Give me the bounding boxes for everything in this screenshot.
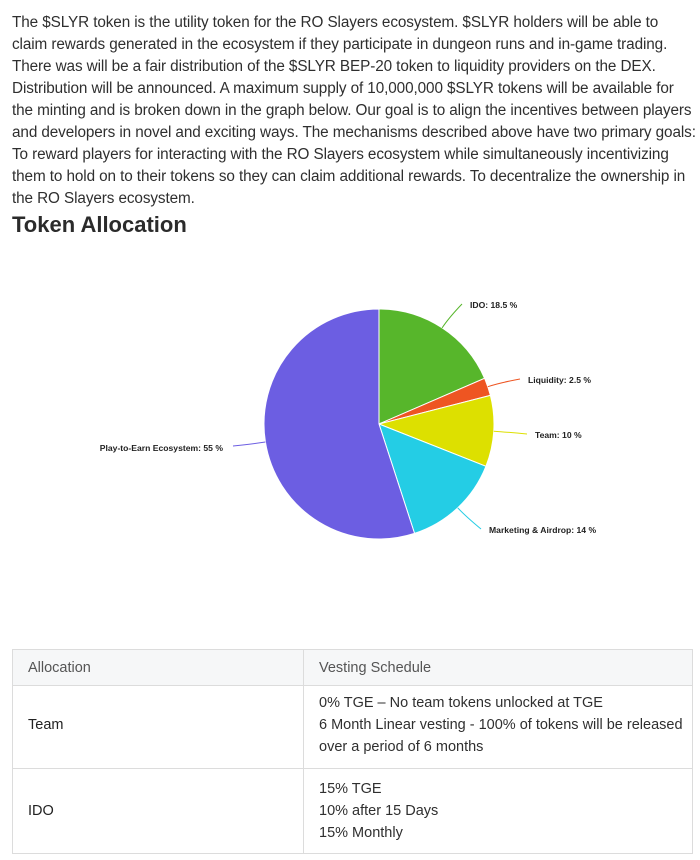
pie-label: Marketing & Airdrop: 14 %	[489, 525, 596, 535]
pie-slice-ido	[378, 308, 486, 425]
pie-label: Play-to-Earn Ecosystem: 55 %	[100, 443, 224, 453]
pie-leader-line	[232, 441, 266, 447]
pie-leader-line	[493, 430, 528, 435]
schedule-line: 0% TGE – No team tokens unlocked at TGE	[319, 695, 603, 711]
pie-label: Liquidity: 2.5 %	[528, 375, 591, 385]
pie-slice-play-to-earn-ecosystem	[263, 308, 416, 540]
pie-label: IDO: 18.5 %	[470, 300, 518, 310]
pie-leader-line	[457, 507, 482, 530]
column-header-allocation: Allocation	[12, 649, 304, 686]
vesting-schedule-cell: 15% TGE 10% after 15 Days 15% Monthly	[303, 768, 693, 854]
table-header-row: Allocation Vesting Schedule	[12, 649, 693, 686]
column-header-vesting-schedule: Vesting Schedule	[303, 649, 693, 686]
schedule-line: 15% Monthly	[319, 825, 403, 841]
schedule-line: 6 Month Linear vesting - 100% of tokens …	[319, 717, 683, 755]
allocation-cell: Team	[12, 685, 304, 769]
schedule-line: 15% TGE	[319, 781, 382, 797]
allocation-cell: IDO	[12, 768, 304, 854]
vesting-table: Allocation Vesting Schedule Team 0% TGE …	[12, 649, 693, 854]
section-title: Token Allocation	[12, 212, 187, 237]
pie-leader-line	[487, 378, 521, 388]
vesting-schedule-cell: 0% TGE – No team tokens unlocked at TGE …	[303, 685, 693, 769]
schedule-line: 10% after 15 Days	[319, 803, 439, 819]
table-row: Team 0% TGE – No team tokens unlocked at…	[12, 685, 693, 769]
pie-leader-line	[441, 303, 463, 329]
pie-label: Team: 10 %	[535, 430, 582, 440]
intro-paragraph: The $SLYR token is the utility token for…	[12, 14, 696, 207]
token-allocation-pie-chart: IDO: 18.5 % Liquidity: 2.5 % Team: 10 % Mar…	[100, 300, 596, 540]
table-row: IDO 15% TGE 10% after 15 Days 15% Monthl…	[12, 768, 693, 854]
pie-slice-team	[377, 394, 495, 467]
